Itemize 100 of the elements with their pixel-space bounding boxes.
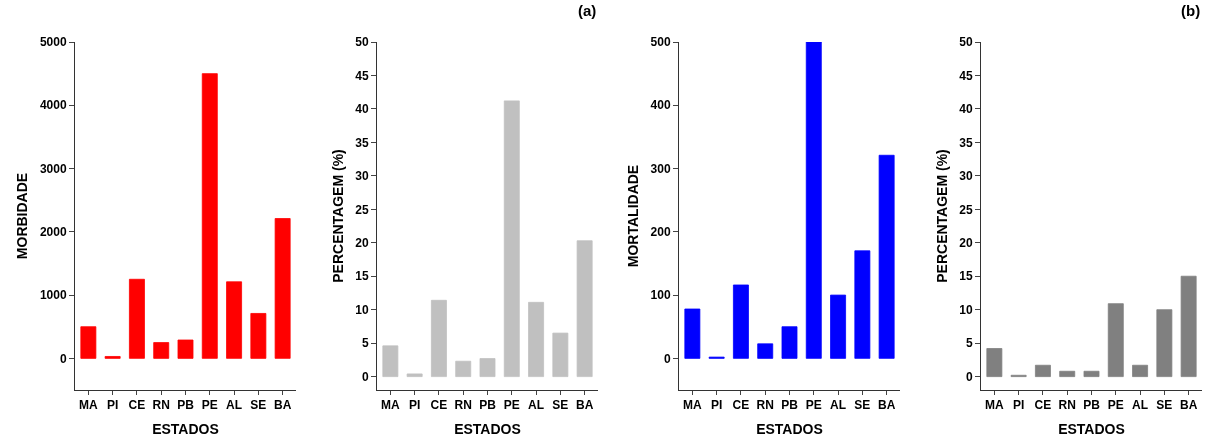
text: (a) [578, 2, 597, 19]
x-tick-label: PE [1107, 398, 1124, 413]
x-tick-label: AL [1132, 398, 1149, 413]
y-tick-label: 2000 [39, 225, 67, 240]
x-tick-label: CE [128, 398, 146, 413]
bar [431, 299, 447, 378]
y-tick-label: 50 [959, 35, 973, 50]
y-tick-label: 30 [959, 169, 973, 184]
bar [830, 294, 846, 359]
y-tick-label: 400 [650, 98, 671, 113]
y-tick-label: 100 [650, 288, 671, 303]
bar [455, 360, 472, 378]
x-tick-label: PB [177, 398, 195, 413]
bar [406, 373, 423, 378]
bar [1156, 309, 1173, 378]
bar [1132, 364, 1148, 378]
y-tick-label: 10 [959, 302, 973, 317]
x-tick-label: BA [575, 398, 594, 413]
bar [479, 358, 496, 378]
y-tick-label: 500 [650, 35, 671, 50]
y-tick-label: 5000 [39, 35, 67, 50]
x-tick-label: PB [781, 398, 799, 413]
y-tick-label: 10 [355, 302, 369, 317]
x-tick-label: PI [106, 398, 119, 413]
x-tick-label: PE [201, 398, 218, 413]
x-tick-label: PE [503, 398, 520, 413]
x-tick-label: PI [1012, 398, 1025, 413]
bar [1107, 303, 1124, 378]
bar [684, 308, 701, 359]
y-tick-label: 25 [355, 202, 369, 217]
x-tick-label: PI [408, 398, 421, 413]
x-tick-label: CE [732, 398, 750, 413]
text: (b) [1181, 2, 1201, 19]
x-tick-label: SE [854, 398, 871, 413]
bar [733, 284, 749, 359]
bar [781, 326, 798, 359]
x-tick-label: AL [830, 398, 847, 413]
y-tick-label: 45 [355, 68, 369, 83]
x-axis-title: ESTADOS [756, 420, 823, 437]
y-tick-label: 0 [965, 369, 973, 384]
y-tick-label: 1000 [39, 288, 67, 303]
x-tick-label: MA [381, 398, 401, 413]
bar [129, 278, 145, 359]
x-tick-label: MA [985, 398, 1005, 413]
y-axis-title: MORBIDADE [14, 172, 31, 260]
x-tick-label: PE [805, 398, 822, 413]
bar [382, 345, 399, 378]
bar [528, 301, 544, 378]
bar [878, 154, 895, 359]
y-axis-title: PERCENTAGEM (%) [329, 149, 346, 283]
y-tick-label: 0 [59, 351, 67, 366]
y-tick-label: 20 [959, 235, 973, 250]
y-tick-label: 30 [355, 169, 369, 184]
y-tick-label: 45 [959, 68, 973, 83]
bar [177, 339, 194, 359]
y-tick-label: 5 [361, 336, 369, 351]
x-tick-label: RN [152, 398, 170, 413]
bar [757, 343, 774, 359]
x-tick-label: BA [1179, 398, 1198, 413]
bar [80, 326, 97, 359]
y-tick-label: 35 [959, 135, 973, 150]
y-tick-label: 15 [959, 269, 973, 284]
x-tick-label: AL [226, 398, 243, 413]
x-tick-label: PB [479, 398, 497, 413]
y-tick-label: 20 [355, 235, 369, 250]
y-axis-title: PERCENTAGEM (%) [933, 149, 950, 283]
bar [153, 342, 170, 359]
bar [552, 332, 569, 378]
y-axis-title: MORTALIDADE [625, 164, 642, 268]
x-tick-label: PI [710, 398, 723, 413]
bar [576, 240, 593, 378]
y-tick-label: 40 [355, 102, 369, 117]
y-tick-label: 3000 [39, 161, 67, 176]
bar [201, 73, 218, 359]
bar [1059, 370, 1076, 378]
y-tick-label: 25 [959, 202, 973, 217]
bar [1083, 370, 1100, 378]
x-tick-label: MA [79, 398, 99, 413]
x-tick-label: RN [1058, 398, 1076, 413]
y-tick-label: 200 [650, 225, 671, 240]
bar [226, 281, 242, 359]
x-tick-label: SE [552, 398, 569, 413]
bar [1035, 364, 1051, 378]
y-tick-label: 15 [355, 269, 369, 284]
y-tick-label: 5 [965, 336, 973, 351]
x-tick-label: RN [454, 398, 472, 413]
bar [250, 313, 267, 359]
y-tick-label: 0 [663, 351, 671, 366]
bar [854, 250, 871, 359]
y-tick-label: 4000 [39, 98, 67, 113]
y-tick-label: 35 [355, 135, 369, 150]
bar [986, 348, 1003, 378]
x-axis-title: ESTADOS [1058, 420, 1125, 437]
x-tick-label: SE [1156, 398, 1173, 413]
bar [1180, 275, 1197, 378]
y-tick-label: 300 [650, 161, 671, 176]
y-tick-label: 40 [959, 102, 973, 117]
x-axis-title: ESTADOS [454, 420, 521, 437]
x-tick-label: PB [1083, 398, 1101, 413]
x-tick-label: CE [430, 398, 448, 413]
